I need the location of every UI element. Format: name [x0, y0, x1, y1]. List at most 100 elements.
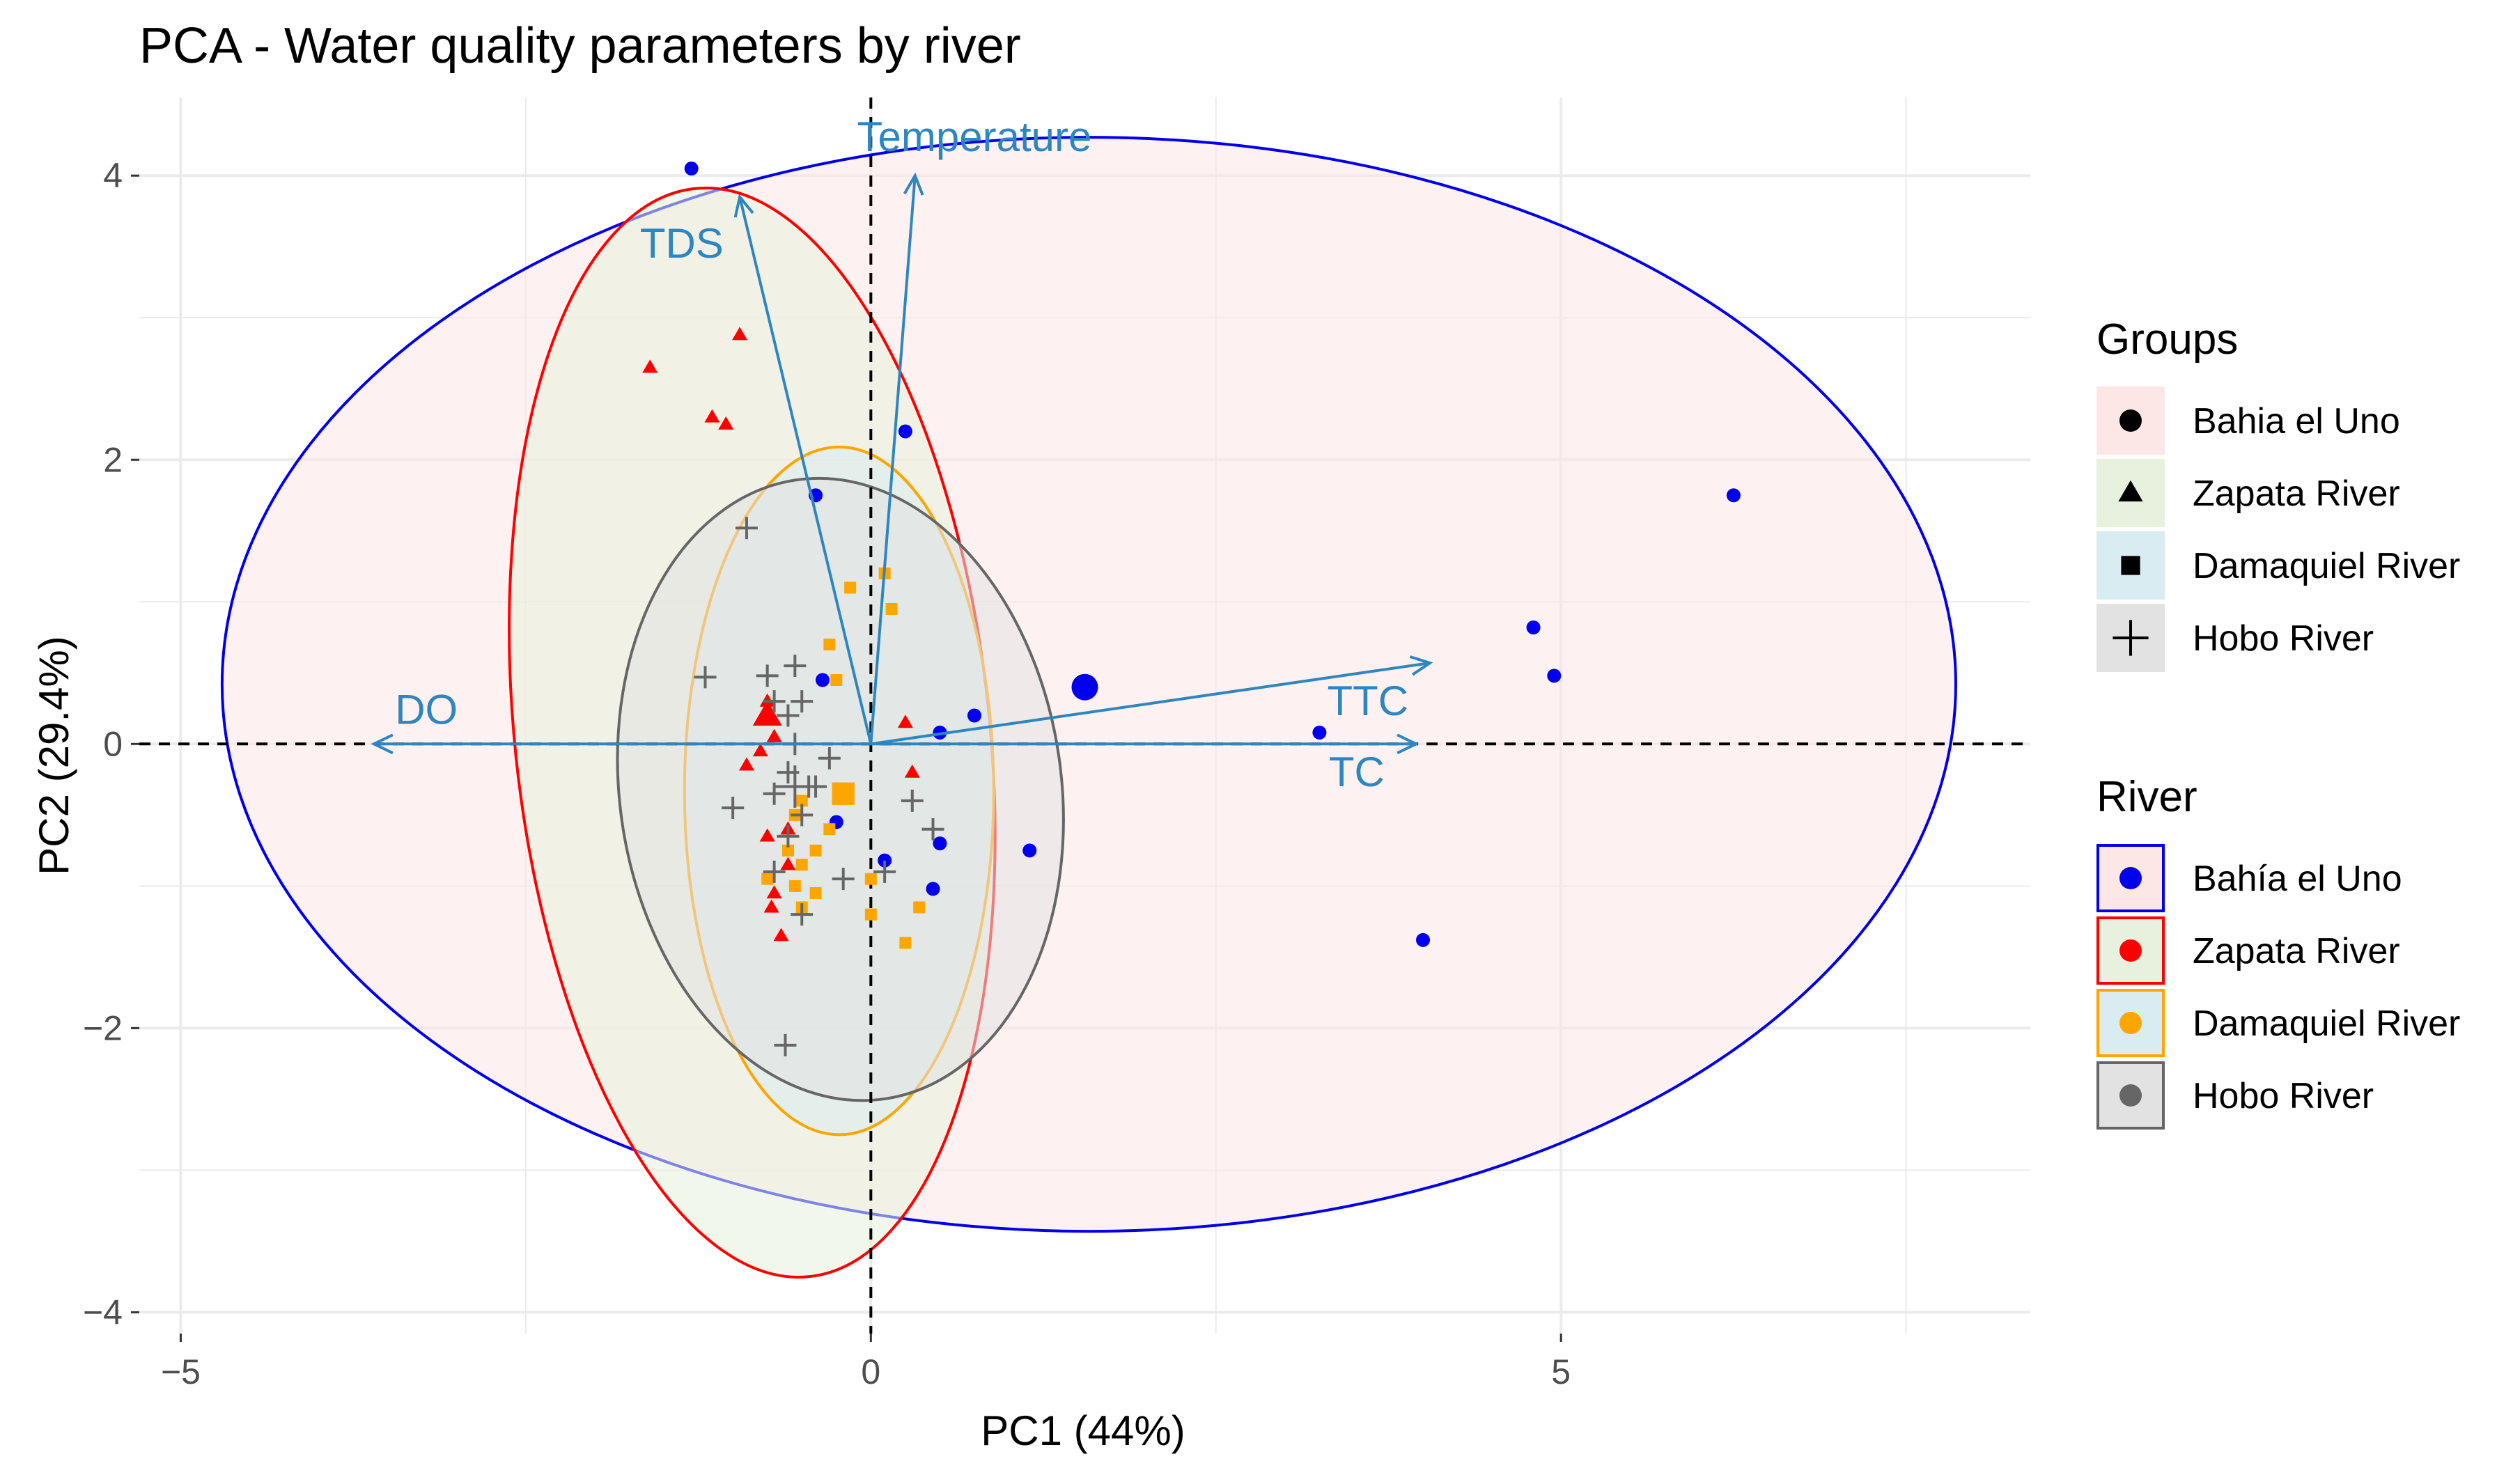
vector-arrowhead-tc [1396, 733, 1419, 755]
legend-river: River Bahía el Uno Zapata River Damaquiel … [2096, 773, 2460, 1130]
legend-river-dot-icon [2119, 1012, 2142, 1034]
vector-arrowhead-temperature [903, 172, 924, 196]
point-zapata-river [738, 757, 754, 771]
legend-groups: Groups Bahia el Uno Zapata River Damaquiel… [2096, 315, 2460, 672]
point-zapata-river [759, 828, 775, 842]
x-axis-ticks: −5 0 5 [161, 1334, 1571, 1391]
point-zapata-river [766, 885, 782, 899]
point-damaquiel-river [788, 880, 801, 892]
point-hobo-river [774, 1033, 797, 1056]
legend-groups-label: Damaquiel River [2193, 546, 2460, 586]
point-bahia-el-uno [878, 853, 892, 868]
point-damaquiel-river [809, 887, 822, 900]
legend-river-title: River [2096, 773, 2197, 821]
vector-tds [738, 196, 873, 744]
point-damaquiel-river [823, 638, 836, 650]
centroid-zapata-river [752, 700, 782, 726]
vector-label-tc: TC [1329, 749, 1385, 795]
point-zapata-river [780, 857, 796, 870]
y-axis-label: PC2 (29.4%) [31, 636, 77, 875]
point-zapata-river [752, 743, 768, 757]
point-hobo-river [722, 797, 745, 820]
point-hobo-river [763, 860, 786, 883]
legend-river-label: Bahía el Uno [2193, 859, 2402, 899]
point-bahia-el-uno [1526, 620, 1541, 635]
point-hobo-river [777, 825, 800, 848]
point-bahia-el-uno [1726, 488, 1741, 503]
point-hobo-river [756, 664, 779, 687]
point-damaquiel-river [795, 859, 808, 871]
vector-label-tds: TDS [640, 220, 724, 267]
point-zapata-river [897, 714, 913, 728]
y-tick-label: 2 [103, 440, 123, 479]
x-tick-label: −5 [161, 1352, 201, 1391]
legend-river-dot-icon [2119, 867, 2142, 889]
y-tick-label: 4 [103, 156, 123, 195]
y-tick-label: −4 [83, 1292, 123, 1331]
point-damaquiel-river [823, 823, 836, 836]
point-hobo-river [873, 860, 896, 883]
legend-groups-label: Hobo River [2193, 618, 2374, 659]
chart-title: PCA - Water quality parameters by river [139, 18, 1021, 74]
point-bahia-el-uno [926, 882, 940, 896]
point-bahia-el-uno [898, 424, 912, 439]
point-hobo-river [832, 868, 855, 891]
point-zapata-river [904, 764, 920, 778]
point-damaquiel-river [864, 873, 877, 885]
y-tick-label: 0 [103, 724, 123, 763]
point-bahia-el-uno [1022, 843, 1037, 858]
legend-river-label: Zapata River [2193, 931, 2400, 971]
point-hobo-river [694, 666, 717, 689]
vector-arrowhead-ttc [1409, 655, 1433, 676]
x-tick-label: 0 [861, 1352, 880, 1391]
legend-groups-label: Bahia el Uno [2193, 401, 2400, 442]
point-hobo-river [791, 903, 814, 926]
legend-river-dot-icon [2119, 939, 2142, 962]
point-zapata-river [773, 928, 789, 942]
point-hobo-river [818, 747, 841, 770]
vector-arrowhead-do [371, 733, 394, 755]
vector-label-do: DO [395, 686, 458, 733]
point-bahia-el-uno [933, 836, 947, 851]
point-bahia-el-uno [1547, 669, 1562, 683]
x-axis-label: PC1 (44%) [981, 1407, 1185, 1454]
point-hobo-river [735, 517, 758, 540]
data-points [642, 162, 1741, 1056]
y-axis-ticks: 4 2 0 −2 −4 [83, 156, 139, 1331]
point-zapata-river [763, 899, 779, 913]
y-tick-label: −2 [83, 1008, 123, 1047]
legend-groups-triangle-icon [2118, 480, 2143, 502]
legend-groups-square-icon [2121, 556, 2140, 575]
point-bahia-el-uno [684, 162, 699, 176]
x-tick-label: 5 [1551, 1352, 1571, 1391]
point-damaquiel-river [899, 937, 912, 949]
point-bahia-el-uno [815, 673, 830, 687]
point-hobo-river [784, 655, 807, 678]
point-bahia-el-uno [1312, 725, 1327, 740]
point-zapata-river [704, 409, 720, 423]
point-hobo-river [777, 704, 800, 727]
plot-panel: Temperature TDS TTC TC DO [139, 97, 2030, 1334]
centroid-damaquiel-river [832, 782, 855, 805]
legend-groups-title: Groups [2096, 315, 2238, 364]
vector-label-temperature: Temperature [857, 114, 1092, 160]
legend-river-dot-icon [2119, 1084, 2142, 1107]
vector-arrowhead-tds [733, 194, 754, 218]
point-zapata-river [766, 728, 782, 742]
centroid-hobo-river [773, 765, 816, 808]
legend-groups-label: Zapata River [2193, 474, 2400, 514]
legend-river-label: Hobo River [2193, 1076, 2374, 1116]
point-damaquiel-river [913, 901, 926, 914]
point-damaquiel-river [795, 795, 808, 807]
point-bahia-el-uno [1416, 932, 1431, 947]
legend-river-label: Damaquiel River [2193, 1003, 2460, 1044]
point-damaquiel-river [761, 873, 774, 885]
legend-groups-circle-icon [2119, 409, 2142, 432]
point-hobo-river [791, 690, 814, 713]
point-damaquiel-river [885, 602, 898, 615]
legend-groups-plus-icon [2113, 620, 2149, 656]
point-hobo-river [791, 804, 814, 827]
centroid-bahia-el-uno [1071, 673, 1098, 701]
point-damaquiel-river [830, 673, 843, 686]
